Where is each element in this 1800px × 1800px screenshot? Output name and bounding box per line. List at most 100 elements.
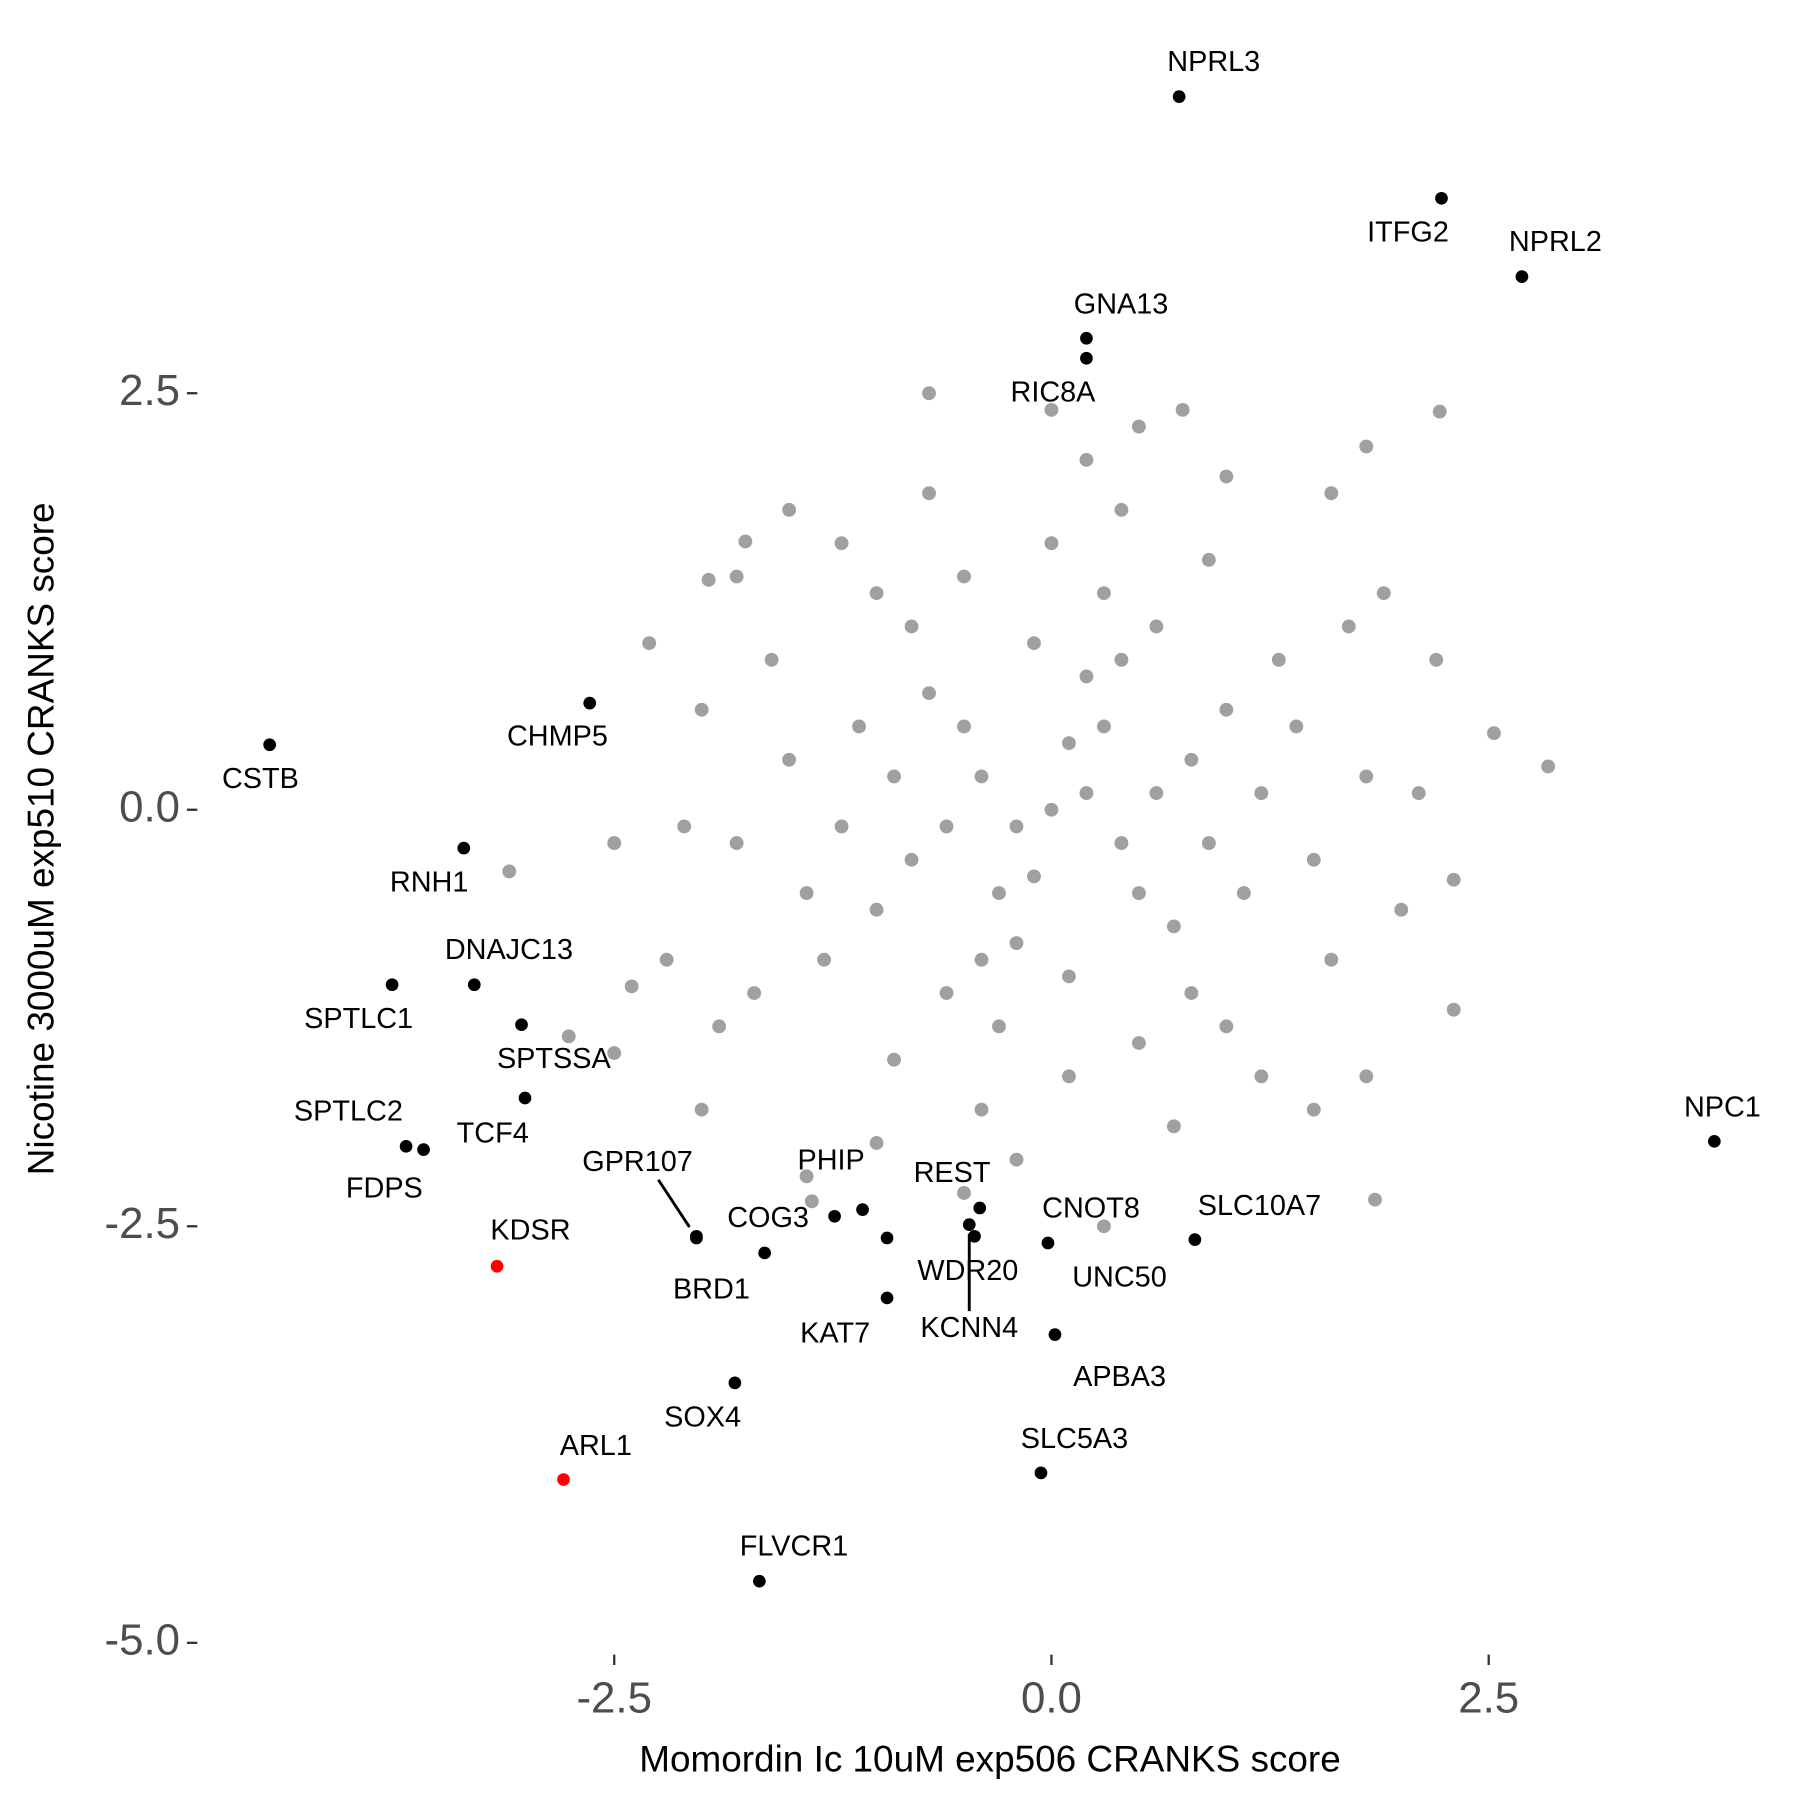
background-point [1131, 1036, 1146, 1050]
background-point [1079, 786, 1094, 801]
background-point [1219, 702, 1234, 717]
background-point [904, 852, 919, 867]
point-label: RIC8A [1011, 377, 1097, 409]
background-point [887, 1052, 901, 1067]
point-label: COG3 [727, 1202, 809, 1234]
highlight-point [557, 1473, 570, 1486]
x-tick-label: 2.5 [1458, 1673, 1519, 1722]
background-point [1009, 1152, 1024, 1167]
background-point [1114, 836, 1129, 851]
point-label: PHIP [797, 1145, 864, 1177]
background-point [738, 534, 753, 549]
x-tick-label: -2.5 [576, 1673, 652, 1722]
background-point [642, 636, 657, 651]
background-point [1175, 402, 1190, 417]
background-point [1219, 469, 1234, 484]
y-tick-label: 2.5 [119, 366, 180, 415]
background-point [1236, 886, 1251, 900]
background-point [1432, 404, 1447, 419]
point-label: BRD1 [673, 1274, 750, 1306]
background-point [1044, 402, 1059, 417]
background-point [747, 986, 762, 1000]
highlight-point [690, 1231, 703, 1245]
background-point [1062, 969, 1076, 984]
background-point [1394, 902, 1409, 917]
background-point [992, 886, 1006, 900]
background-point [804, 1194, 819, 1209]
background-point [1376, 586, 1391, 601]
background-point [694, 702, 709, 717]
point-label: CHMP5 [507, 720, 608, 752]
background-point [1201, 836, 1216, 851]
background-point [904, 619, 919, 634]
background-point [782, 752, 797, 767]
background-point [799, 1169, 814, 1184]
point-label: SLC10A7 [1198, 1190, 1321, 1222]
highlight-point [880, 1291, 894, 1305]
point-label: APBA3 [1073, 1361, 1166, 1393]
background-point [974, 1102, 989, 1117]
highlight-point [1048, 1328, 1062, 1341]
background-point [1289, 719, 1304, 734]
background-point [1184, 986, 1199, 1000]
background-point [1062, 736, 1076, 751]
point-label: KAT7 [800, 1317, 870, 1349]
background-point [887, 769, 901, 784]
point-label: ARL1 [560, 1430, 632, 1462]
highlight-point [385, 978, 399, 992]
background-point [764, 652, 779, 667]
background-point [1149, 619, 1164, 634]
background-point [1306, 852, 1321, 867]
highlight-point [263, 738, 277, 752]
background-point [922, 486, 936, 501]
background-point [1446, 872, 1461, 887]
point-label: SPTSSA [497, 1043, 612, 1075]
background-point [1097, 586, 1111, 601]
highlight-point [1172, 90, 1186, 104]
y-tick-label: -2.5 [104, 1199, 180, 1248]
point-label: SPTLC2 [294, 1095, 403, 1127]
background-point [1271, 652, 1286, 667]
leader-line [657, 1178, 691, 1228]
background-point [607, 1046, 622, 1060]
highlight-point [518, 1091, 532, 1105]
background-point [974, 769, 989, 784]
background-point [1359, 769, 1374, 784]
background-point [1368, 1192, 1382, 1207]
background-point [834, 536, 849, 551]
background-point [834, 819, 849, 834]
background-point [1044, 536, 1059, 551]
point-label: NPRL2 [1509, 226, 1602, 258]
x-axis-title: Momordin Ic 10uM exp506 CRANKS score [639, 1739, 1341, 1780]
background-point [502, 864, 517, 879]
highlight-point [973, 1201, 987, 1215]
y-tick-label: 0.0 [119, 782, 180, 831]
background-point [1009, 936, 1024, 950]
point-label: ITFG2 [1367, 217, 1449, 249]
background-point [1306, 1102, 1321, 1117]
point-label: CNOT8 [1042, 1192, 1140, 1224]
highlight-point [856, 1203, 869, 1216]
background-point [1027, 636, 1041, 651]
background-point [694, 1102, 709, 1117]
background-point [624, 979, 639, 994]
background-point [729, 836, 744, 851]
background-point [1062, 1069, 1076, 1084]
point-label: DNAJC13 [445, 934, 573, 966]
highlight-point [1080, 351, 1093, 365]
background-point [1184, 752, 1199, 767]
background-point [1166, 919, 1181, 934]
background-point [1254, 786, 1269, 801]
background-point [659, 952, 674, 967]
highlight-point [583, 696, 597, 710]
background-point [782, 502, 797, 517]
background-point [1411, 786, 1426, 801]
background-point [1079, 669, 1094, 684]
point-label: NPRL3 [1167, 46, 1260, 78]
highlight-point [753, 1574, 766, 1588]
point-label: CSTB [222, 763, 299, 795]
background-point [1079, 452, 1094, 467]
background-point [992, 1019, 1006, 1034]
highlight-point [1034, 1466, 1048, 1480]
